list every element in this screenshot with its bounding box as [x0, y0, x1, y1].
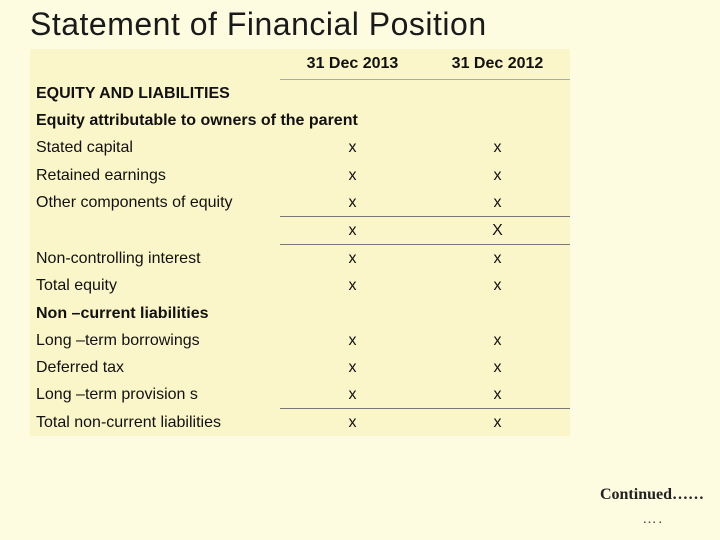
- row-val1: x: [280, 272, 425, 299]
- row-label: Total equity: [30, 272, 280, 299]
- table-row: Non-controlling interest x x: [30, 245, 570, 273]
- row-val2: x: [425, 272, 570, 299]
- slide: Statement of Financial Position 31 Dec 2…: [0, 0, 720, 540]
- row-val1: x: [280, 327, 425, 354]
- row-label: Stated capital: [30, 134, 280, 161]
- row-val2: x: [425, 162, 570, 189]
- row-val1: x: [280, 381, 425, 409]
- row-val1: x: [280, 409, 425, 437]
- table-row: Long –term borrowings x x: [30, 327, 570, 354]
- section-label: EQUITY AND LIABILITIES: [30, 80, 570, 108]
- row-label: Deferred tax: [30, 354, 280, 381]
- subheader-label: Equity attributable to owners of the par…: [30, 107, 570, 134]
- row-val1: x: [280, 162, 425, 189]
- section-noncurrent-liabilities: Non –current liabilities: [30, 300, 570, 327]
- page-title: Statement of Financial Position: [30, 6, 690, 43]
- row-val2: x: [425, 381, 570, 409]
- row-val1: x: [280, 189, 425, 217]
- subheader-equity-parent: Equity attributable to owners of the par…: [30, 107, 570, 134]
- table-header-row: 31 Dec 2013 31 Dec 2012: [30, 49, 570, 80]
- row-val2: X: [425, 216, 570, 244]
- table-row: Other components of equity x x: [30, 189, 570, 217]
- row-label: Non-controlling interest: [30, 245, 280, 273]
- row-val2: x: [425, 245, 570, 273]
- row-val1: x: [280, 354, 425, 381]
- row-label: Other components of equity: [30, 189, 280, 217]
- row-val2: x: [425, 354, 570, 381]
- row-val2: x: [425, 189, 570, 217]
- table-row: Retained earnings x x: [30, 162, 570, 189]
- row-val1: x: [280, 245, 425, 273]
- footer-dots: ….: [643, 512, 665, 528]
- row-label: Long –term provision s: [30, 381, 280, 409]
- row-label: [30, 216, 280, 244]
- row-val2: x: [425, 409, 570, 437]
- table-row: Stated capital x x: [30, 134, 570, 161]
- table-row: Total equity x x: [30, 272, 570, 299]
- header-col2: 31 Dec 2012: [425, 49, 570, 80]
- row-label: Total non-current liabilities: [30, 409, 280, 437]
- row-label: Retained earnings: [30, 162, 280, 189]
- row-label: Long –term borrowings: [30, 327, 280, 354]
- continued-label: Continued……: [600, 486, 704, 504]
- financial-table: 31 Dec 2013 31 Dec 2012 EQUITY AND LIABI…: [30, 49, 570, 436]
- row-val2: x: [425, 134, 570, 161]
- section-equity-liabilities: EQUITY AND LIABILITIES: [30, 80, 570, 108]
- table-row: Long –term provision s x x: [30, 381, 570, 409]
- table-row: x X: [30, 216, 570, 244]
- header-blank: [30, 49, 280, 80]
- row-val1: x: [280, 134, 425, 161]
- row-val2: x: [425, 327, 570, 354]
- header-col1: 31 Dec 2013: [280, 49, 425, 80]
- table-row: Total non-current liabilities x x: [30, 409, 570, 437]
- table-row: Deferred tax x x: [30, 354, 570, 381]
- subheader-label: Non –current liabilities: [30, 300, 570, 327]
- row-val1: x: [280, 216, 425, 244]
